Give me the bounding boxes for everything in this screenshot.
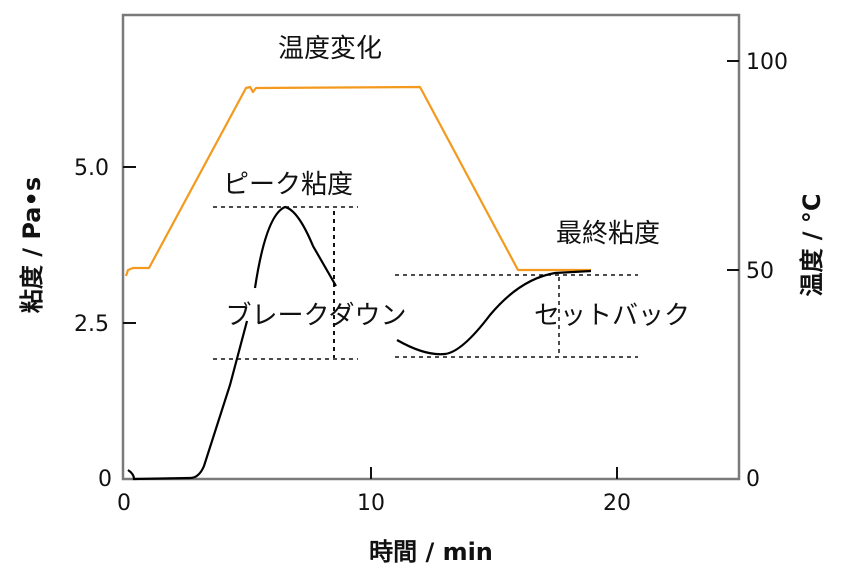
x-axis-title: 時間 / min: [369, 538, 493, 566]
annotation-setback: セットバック: [534, 301, 690, 331]
temperature-line: [124, 85, 591, 277]
plot-frame: [121, 13, 741, 481]
axis-ticks: [123, 60, 739, 479]
viscosity-line-setback: [396, 269, 592, 356]
y-left-tick-label-0: 0: [98, 467, 112, 492]
viscosity-line-peak: [253, 205, 337, 289]
y-right-tick-label-50: 50: [746, 259, 774, 284]
y-right-axis-title: 温度 / °C: [798, 193, 826, 296]
annotation-breakdown: ブレークダウン: [226, 301, 407, 331]
annotation-peak-viscosity: ピーク粘度: [223, 170, 353, 200]
x-tick-label-0: 0: [117, 491, 131, 516]
x-tick-label-10: 10: [357, 491, 385, 516]
annotation-temperature-change: 温度変化: [278, 34, 382, 64]
y-right-tick-label-0: 0: [746, 467, 760, 492]
y-left-tick-label-2.5: 2.5: [74, 312, 109, 337]
y-right-tick-label-100: 100: [746, 50, 788, 75]
annotation-final-viscosity: 最終粘度: [556, 219, 660, 249]
y-left-tick-label-5: 5.0: [74, 156, 109, 181]
y-left-axis-title: 粘度 / Pa•s: [18, 177, 46, 313]
x-tick-label-20: 20: [603, 491, 631, 516]
viscosity-line-rise: [127, 320, 249, 481]
